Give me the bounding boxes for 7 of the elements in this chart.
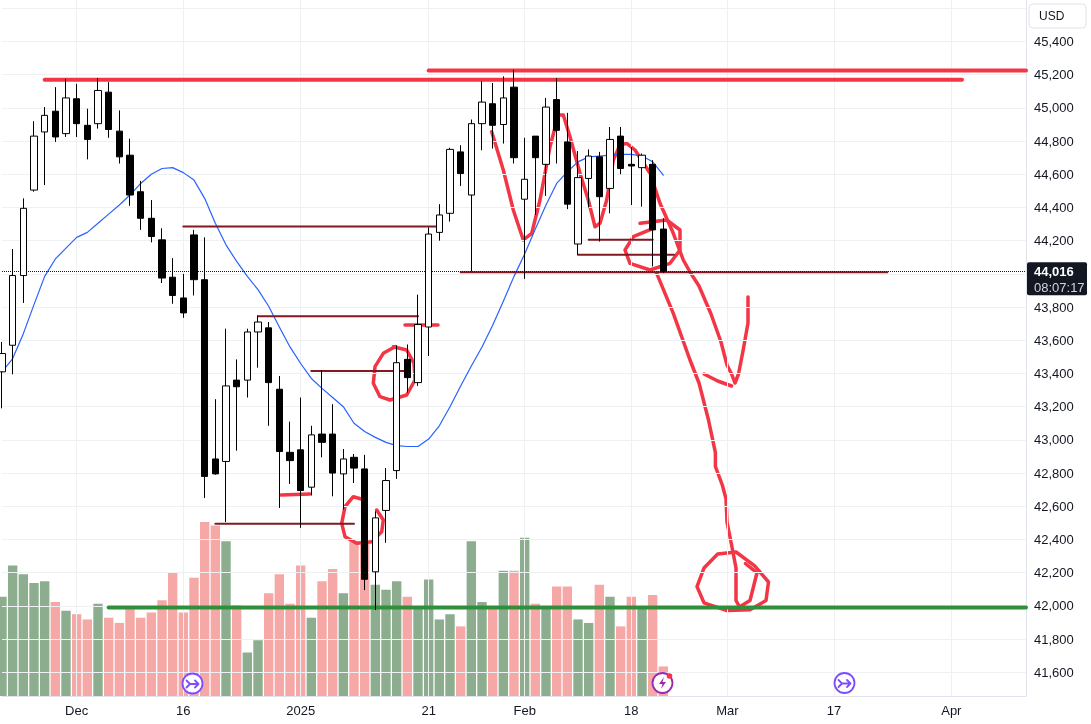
candlestick [9, 248, 16, 375]
candlestick [20, 197, 27, 304]
candlestick [52, 86, 59, 143]
bar [50, 602, 61, 696]
candlestick [30, 120, 38, 193]
candlestick [0, 341, 6, 409]
candlestick [41, 106, 48, 186]
